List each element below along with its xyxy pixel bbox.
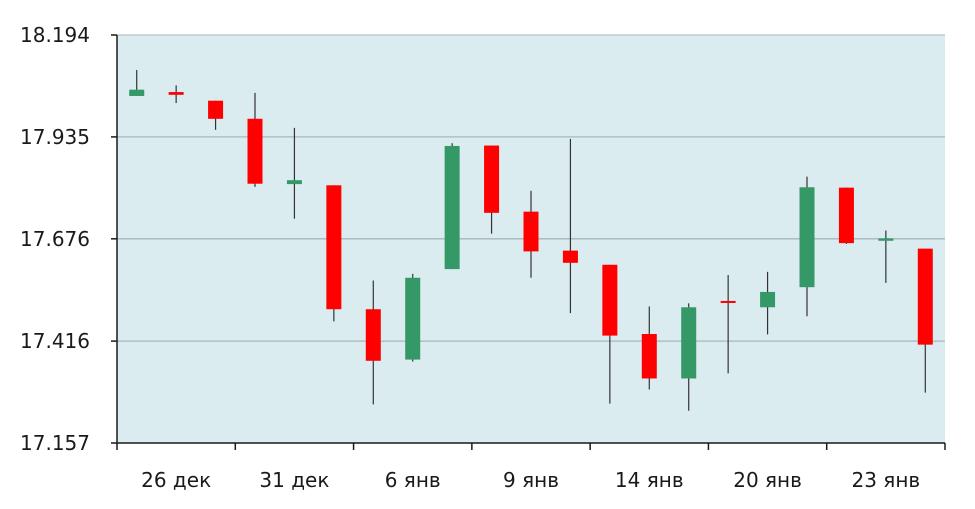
candle-body-down — [641, 334, 657, 379]
candle-body-down — [602, 264, 618, 336]
candle-body-up — [129, 89, 145, 96]
y-tick-label: 18.194 — [20, 23, 90, 47]
candle-body-down — [247, 118, 263, 184]
x-axis-tick-labels: 26 дек 31 дек 6 янв 9 янв 14 янв 20 янв 23 янв — [141, 468, 920, 492]
candle — [523, 190, 539, 278]
candle — [681, 303, 697, 411]
y-axis-tick-labels: 18.194 17.935 17.676 17.416 17.157 — [20, 23, 90, 455]
candle — [838, 187, 854, 244]
x-tick-label: 9 янв — [503, 468, 559, 492]
candle — [562, 138, 578, 314]
y-tick-label: 17.935 — [20, 125, 90, 149]
candle-body-up — [878, 238, 894, 241]
candle — [168, 85, 184, 104]
candle-body-down — [208, 100, 224, 119]
x-tick-label: 6 янв — [385, 468, 441, 492]
y-tick-label: 17.157 — [20, 431, 90, 455]
x-tick-label: 31 дек — [259, 468, 329, 492]
candle-body-down — [523, 211, 539, 252]
x-tick-label: 23 янв — [852, 468, 921, 492]
candle — [247, 92, 263, 187]
candle-body-down — [365, 309, 381, 361]
candle-body-down — [838, 187, 854, 244]
candle — [484, 145, 500, 234]
candle-body-down — [326, 185, 342, 310]
candle-body-up — [681, 307, 697, 379]
y-tick-label: 17.676 — [20, 227, 90, 251]
candle-body-up — [799, 187, 815, 288]
candle — [129, 70, 145, 96]
candle — [286, 127, 302, 219]
candle-body-down — [720, 300, 736, 303]
candle-body-up — [286, 180, 302, 185]
candle-body-down — [168, 92, 184, 95]
candles — [129, 70, 933, 411]
axes — [111, 34, 946, 450]
candle — [365, 280, 381, 405]
candle — [720, 275, 736, 374]
candle — [326, 185, 342, 322]
candle-body-up — [760, 291, 776, 308]
candle — [602, 264, 618, 404]
candle — [760, 271, 776, 335]
y-tick-label: 17.416 — [20, 329, 90, 353]
candle-body-down — [484, 145, 500, 213]
candle-body-up — [444, 145, 460, 270]
candle — [878, 230, 894, 283]
candle — [405, 273, 421, 362]
x-tick-label: 26 дек — [141, 468, 211, 492]
x-tick-label: 14 янв — [615, 468, 684, 492]
candle-body-down — [917, 248, 933, 345]
candle — [917, 248, 933, 393]
candle — [208, 100, 224, 130]
candle — [799, 176, 815, 317]
candle-body-up — [405, 277, 421, 360]
candle-body-down — [562, 250, 578, 263]
x-tick-label: 20 янв — [733, 468, 802, 492]
candle — [444, 143, 460, 270]
candle — [641, 306, 657, 390]
